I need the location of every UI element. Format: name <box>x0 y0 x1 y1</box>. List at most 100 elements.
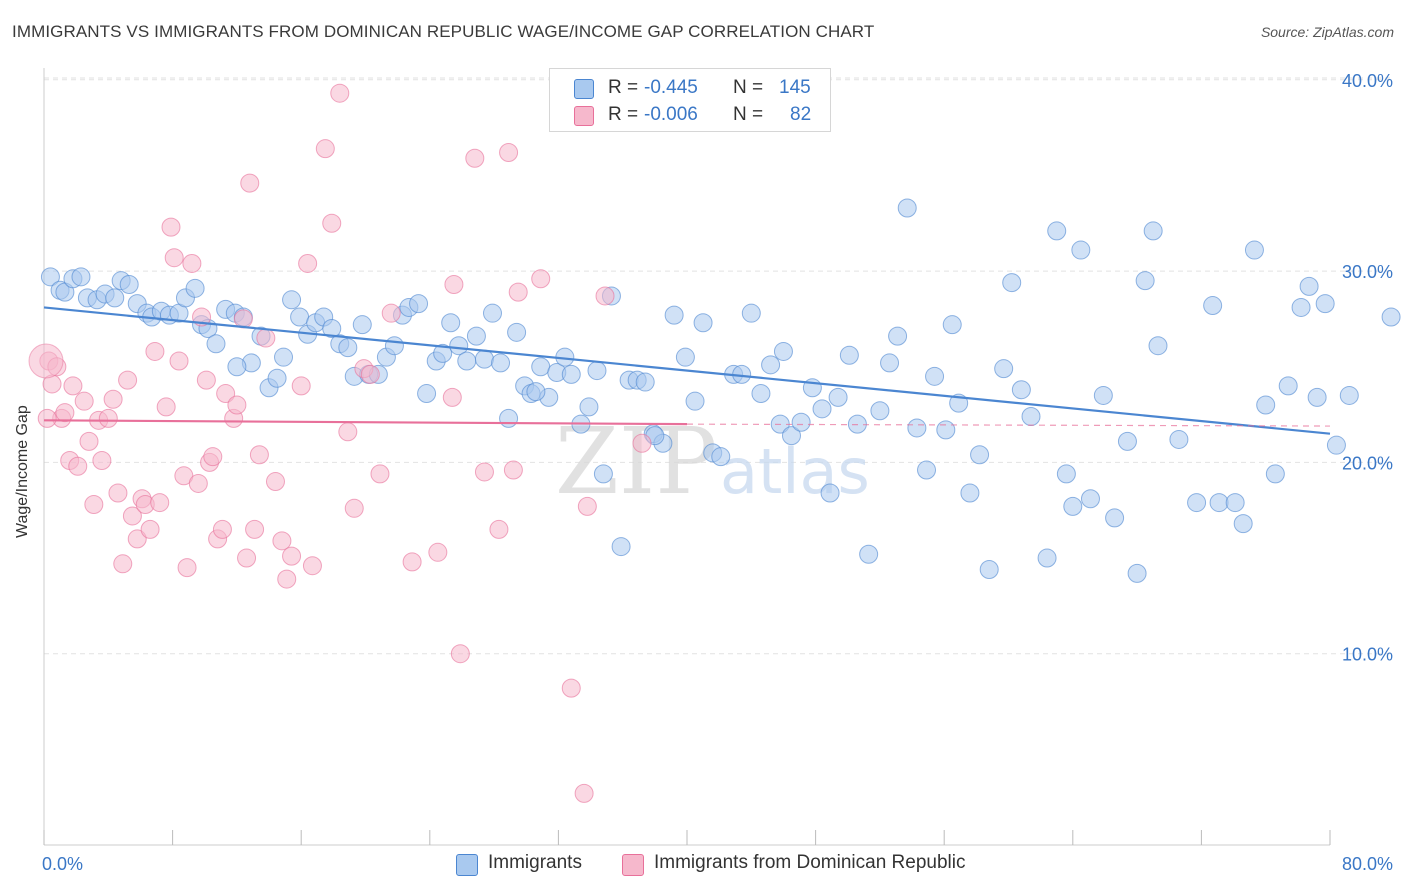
immigrants-point <box>466 326 486 346</box>
immigrants-point <box>1315 294 1335 314</box>
immigrants-point <box>1203 296 1223 316</box>
dominican-point <box>55 403 75 423</box>
y-axis-title: Wage/Income Gap <box>14 405 31 538</box>
dominican-trend-line <box>43 419 688 426</box>
immigrants-point <box>526 382 546 402</box>
immigrants-point <box>1011 380 1031 400</box>
immigrants-point <box>1244 240 1264 260</box>
immigrants-point <box>820 483 840 503</box>
immigrants-point <box>206 334 226 354</box>
immigrants-point <box>773 341 793 361</box>
immigrants-point <box>711 447 731 467</box>
immigrants-point <box>417 384 437 404</box>
immigrants-point <box>1307 387 1327 407</box>
immigrants-point <box>1326 435 1346 455</box>
immigrants-point <box>791 412 811 432</box>
immigrants-point <box>880 353 900 373</box>
dominican-point <box>561 678 581 698</box>
immigrants-point <box>338 338 358 358</box>
dominican-trend-extension <box>686 423 1331 427</box>
y-tick-label: 30.0% <box>1342 262 1393 282</box>
dominican-point <box>360 364 380 384</box>
x-tick-label-min: 0.0% <box>42 854 83 874</box>
immigrants-point <box>1143 221 1163 241</box>
dominican-point <box>595 286 615 306</box>
dominican-point <box>330 83 350 103</box>
dominican-point <box>574 783 594 803</box>
dominican-point <box>632 433 652 453</box>
dominican-point <box>282 546 302 566</box>
immigrants-point <box>812 399 832 419</box>
immigrants-point <box>457 351 477 371</box>
dominican-point <box>63 376 83 396</box>
dominican-point <box>164 248 184 268</box>
immigrants-point <box>685 391 705 411</box>
legend-n-value: 82 <box>790 104 812 125</box>
immigrants-point <box>1209 493 1229 513</box>
immigrants-point <box>1056 464 1076 484</box>
dominican-point <box>474 462 494 482</box>
immigrants-point <box>917 460 937 480</box>
immigrants-point <box>942 315 962 335</box>
immigrants-point <box>274 347 294 367</box>
dominican-point <box>103 389 123 409</box>
dominican-point <box>240 173 260 193</box>
correlation-legend: R = -0.445 N = 145 R = -0.006 N = 82 <box>549 68 831 132</box>
immigrants-point <box>499 408 519 428</box>
dominican-point <box>442 387 462 407</box>
immigrants-point <box>1080 489 1100 509</box>
immigrants-point <box>1002 273 1022 293</box>
immigrants-point <box>1265 464 1285 484</box>
dominican-point <box>68 456 88 476</box>
immigrants-point <box>1233 514 1253 534</box>
trend-lines <box>43 306 1331 435</box>
immigrants-point <box>593 464 613 484</box>
immigrants-point <box>1299 276 1319 296</box>
immigrants-point <box>449 336 469 356</box>
immigrants-point <box>579 397 599 417</box>
dominican-point <box>177 558 197 578</box>
dominican-point <box>140 519 160 539</box>
immigrants-point <box>970 445 990 465</box>
immigrants-point <box>227 357 247 377</box>
tick-labels: 10.0% 20.0% 30.0% 40.0% 0.0% 80.0% <box>42 71 1393 874</box>
immigrants-point <box>561 364 581 384</box>
immigrants-point <box>531 357 551 377</box>
legend-row-immigrants: R = -0.445 N = 145 <box>550 73 830 101</box>
legend-swatch-dominican <box>574 106 594 126</box>
immigrants-point <box>1127 563 1147 583</box>
immigrants-point <box>185 278 205 298</box>
dominican-point <box>272 531 292 551</box>
dominican-point <box>182 253 202 273</box>
immigrants-point <box>1169 429 1189 449</box>
dominican-point <box>298 253 318 273</box>
dominican-point <box>531 269 551 289</box>
dominican-point <box>428 542 448 562</box>
immigrants-point <box>635 372 655 392</box>
dominican-point <box>145 341 165 361</box>
y-tick-label: 40.0% <box>1342 71 1393 91</box>
immigrants-point <box>384 336 404 356</box>
immigrants-point <box>1021 406 1041 426</box>
immigrants-point <box>1071 240 1091 260</box>
immigrants-point <box>409 294 429 314</box>
immigrants-point <box>482 303 502 323</box>
dominican-point <box>188 473 208 493</box>
dominican-point <box>577 496 597 516</box>
dominican-point <box>108 483 128 503</box>
immigrants-point <box>1135 271 1155 291</box>
dominican-point <box>265 472 285 492</box>
immigrants-point <box>1037 548 1057 568</box>
immigrants-point <box>897 198 917 218</box>
immigrants-point <box>267 368 287 388</box>
immigrants-point <box>611 537 631 557</box>
immigrants-point <box>1047 221 1067 241</box>
dominican-point <box>381 303 401 323</box>
series-swatch-dominican <box>622 854 644 876</box>
immigrants-point <box>839 345 859 365</box>
dominican-point <box>322 213 342 233</box>
legend-n-label: N = <box>733 77 764 98</box>
dominican-point <box>256 328 276 348</box>
dominican-point <box>28 343 64 379</box>
immigrants-point <box>1291 297 1311 317</box>
